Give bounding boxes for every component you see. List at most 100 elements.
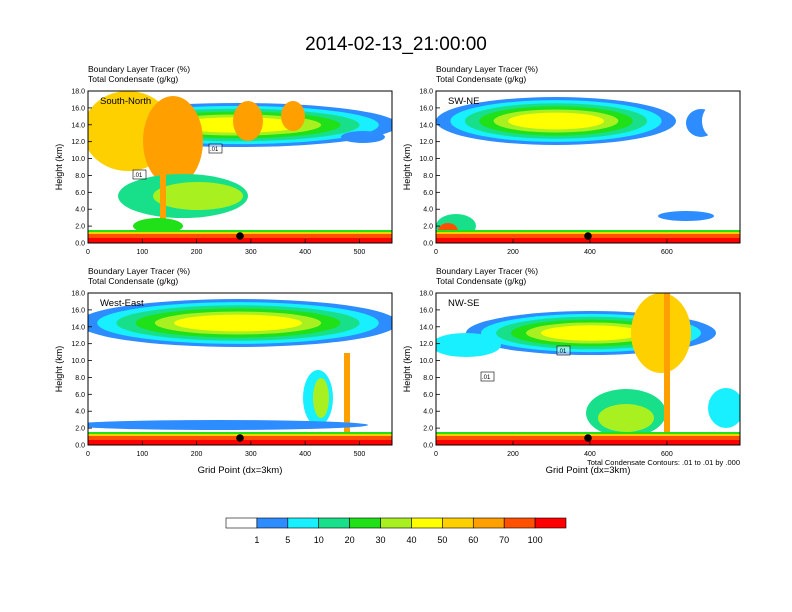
colorbar-swatch (534, 517, 567, 529)
x-tick-label: 600 (661, 451, 673, 458)
y-tick-label: 4.0 (75, 207, 85, 214)
y-tick-label: 6.0 (423, 190, 433, 197)
y-axis-label: Height (km) (402, 144, 412, 191)
y-axis-label: Height (km) (54, 144, 64, 191)
y-tick-label: 14.0 (419, 324, 433, 331)
field-blob (313, 378, 329, 418)
subtitle-1: Boundary Layer Tracer (%) (436, 64, 538, 74)
panel-label: SW-NE (448, 96, 480, 107)
x-tick-label: 200 (507, 451, 519, 458)
subtitle-1: Boundary Layer Tracer (%) (88, 266, 190, 276)
contour-label-box (132, 169, 147, 180)
y-tick-label: 0.0 (75, 443, 85, 450)
y-tick-label: 4.0 (423, 409, 433, 416)
colorbar-label: 70 (499, 535, 509, 545)
field-band (88, 432, 392, 434)
y-tick-label: 2.0 (423, 224, 433, 231)
x-tick-label: 500 (354, 249, 366, 256)
field-blob (598, 404, 654, 432)
colorbar-swatch (287, 517, 320, 529)
field-blob (341, 131, 385, 143)
field-band (436, 238, 740, 243)
subtitle-1: Boundary Layer Tracer (%) (88, 64, 190, 74)
contour-label: .01 (482, 375, 491, 381)
y-tick-label: 14.0 (71, 324, 85, 331)
subtitle-2: Total Condensate (g/kg) (436, 74, 526, 84)
field-band (88, 440, 392, 445)
x-tick-label: 200 (191, 249, 203, 256)
heatmap-field (88, 91, 392, 243)
field-band (664, 293, 670, 443)
subtitle-1: Boundary Layer Tracer (%) (436, 266, 538, 276)
colorbar-swatch (411, 517, 443, 529)
panel-2: SW-NE Boundary Layer Tracer (%)Total Cond… (402, 64, 741, 256)
subtitle-2: Total Condensate (g/kg) (436, 276, 526, 286)
colorbar-label: 30 (376, 535, 386, 545)
colorbar-swatch (225, 517, 258, 529)
x-tick-label: 200 (191, 451, 203, 458)
colorbar-label: 40 (406, 535, 416, 545)
y-tick-label: 6.0 (75, 392, 85, 399)
heatmap-field (436, 293, 740, 445)
y-tick-label: 10.0 (419, 156, 433, 163)
field-blob (153, 182, 243, 210)
plot-frame (87, 90, 393, 244)
field-band (436, 432, 740, 434)
colorbar-swatch (503, 517, 536, 529)
colorbar-swatch (318, 517, 350, 529)
field-blob (436, 333, 501, 357)
x-axis-label: Grid Point (dx=3km) (546, 465, 631, 476)
x-tick-label: 300 (245, 249, 257, 256)
x-axis-label: Grid Point (dx=3km) (198, 465, 283, 476)
colorbar-label: 50 (437, 535, 447, 545)
point-marker (236, 232, 244, 240)
x-tick-label: 0 (434, 451, 438, 458)
colorbar-swatch (472, 517, 505, 529)
y-tick-label: 2.0 (75, 426, 85, 433)
x-tick-label: 400 (584, 451, 596, 458)
contour-label-box (208, 143, 223, 154)
panel-1: South-North Boundary Layer Tracer (%)Tota… (54, 64, 393, 256)
y-tick-label: 14.0 (419, 122, 433, 129)
y-tick-label: 8.0 (75, 375, 85, 382)
field-blob (508, 112, 604, 130)
y-tick-label: 12.0 (419, 341, 433, 348)
plot-frame (435, 90, 741, 244)
y-tick-label: 4.0 (75, 409, 85, 416)
colorbar-label: 60 (468, 535, 478, 545)
heatmap-field (88, 299, 392, 445)
contour-label-box (480, 371, 495, 382)
field-band (436, 230, 740, 232)
y-tick-label: 16.0 (71, 307, 85, 314)
point-marker (236, 434, 244, 442)
x-tick-label: 200 (507, 249, 519, 256)
y-tick-label: 12.0 (71, 341, 85, 348)
field-blob (658, 211, 714, 221)
x-tick-label: 400 (584, 249, 596, 256)
y-tick-label: 8.0 (423, 173, 433, 180)
y-tick-label: 0.0 (423, 443, 433, 450)
y-tick-label: 18.0 (419, 89, 433, 96)
x-tick-label: 400 (299, 451, 311, 458)
x-tick-label: 600 (661, 249, 673, 256)
field-blob (541, 325, 641, 341)
subtitle-2: Total Condensate (g/kg) (88, 276, 178, 286)
colorbar-swatch (380, 517, 412, 529)
x-tick-label: 0 (434, 249, 438, 256)
field-blob (631, 293, 691, 373)
contour-label-box (556, 345, 571, 356)
field-blob (233, 101, 263, 141)
colorbar-swatch (442, 517, 474, 529)
field-blob (281, 101, 305, 131)
y-tick-label: 10.0 (71, 358, 85, 365)
panel-3: West-East Boundary Layer Tracer (%)Total … (54, 266, 393, 476)
colorbar-swatch (256, 517, 289, 529)
colorbar: 1 5 10 20 30 40 50 60 70 100 (225, 517, 567, 545)
x-tick-label: 0 (86, 249, 90, 256)
field-blob (88, 420, 368, 430)
contour-label: .01 (558, 349, 567, 355)
x-tick-label: 0 (86, 451, 90, 458)
